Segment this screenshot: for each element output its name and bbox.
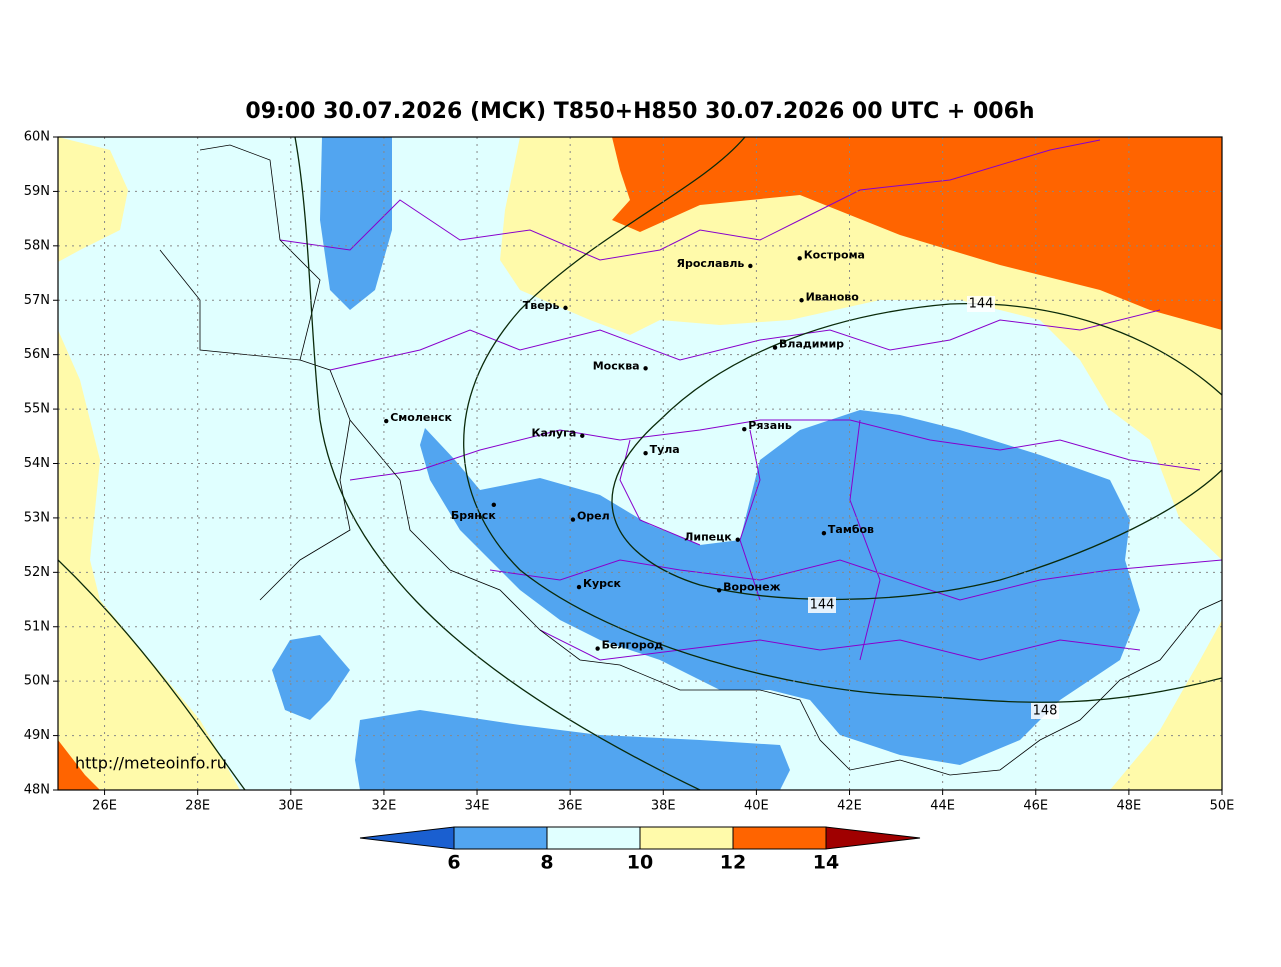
field-14 [58, 740, 100, 790]
colorbar-segment [639, 826, 734, 850]
city-label: Белгород [602, 639, 664, 652]
city-marker [643, 450, 648, 456]
lon-tick-label: 44E [930, 799, 955, 814]
lon-tick-label: 38E [651, 799, 676, 814]
lat-tick-label: 50N [24, 674, 50, 689]
city-marker [643, 366, 648, 371]
colorbar-segment [546, 826, 641, 850]
lon-tick-label: 40E [744, 799, 769, 814]
lat-tick-label: 53N [24, 510, 50, 525]
city-label: Липецк [684, 531, 732, 544]
city-label: Курск [583, 577, 622, 590]
lat-tick-label: 58N [24, 238, 50, 253]
colorbar-extend-high [825, 826, 921, 850]
city-marker [799, 298, 804, 303]
lon-tick-label: 28E [185, 799, 210, 814]
city-label: Рязань [748, 419, 792, 432]
city-marker [772, 345, 778, 350]
lat-tick-label: 51N [24, 619, 50, 634]
lat-tick-label: 54N [24, 456, 50, 471]
lat-tick-label: 55N [24, 402, 50, 417]
field-14 [612, 137, 1222, 330]
contour-label-bg [967, 296, 995, 312]
colorbar-segment [732, 826, 827, 850]
colorbar: 6 8 10 12 14 [359, 826, 921, 874]
lon-tick-label: 48E [1116, 799, 1141, 814]
lat-tick-label: 57N [24, 293, 50, 308]
city-label: Смоленск [390, 411, 452, 424]
contour-label-bg [1031, 703, 1059, 719]
watermark: http://meteoinfo.ru [75, 754, 227, 773]
contours [58, 137, 1222, 790]
city-marker [576, 584, 582, 590]
city-label: Орел [577, 510, 610, 523]
contour-label: 148 [1033, 704, 1058, 719]
contour-label: 144 [810, 598, 835, 613]
colorbar-segment [453, 826, 548, 850]
lat-tick-label: 48N [24, 783, 50, 798]
city-marker [797, 256, 802, 261]
field-8 [320, 137, 392, 310]
lat-tick-label: 49N [24, 728, 50, 743]
colorbar-tick-label: 12 [720, 852, 746, 874]
city-label: Тамбов [828, 523, 874, 536]
city-label: Кострома [804, 248, 865, 261]
field-8 [272, 635, 350, 720]
city-marker [563, 305, 568, 311]
field-8 [420, 410, 1140, 765]
graticule: 60N 59N 58N 57N 56N 55N 54N 53N 52N 51N 50N 49N 48N 2… [24, 130, 1235, 814]
city-label: Владимир [779, 338, 844, 351]
city-label: Тула [650, 443, 680, 456]
region-borders [279, 139, 1222, 661]
colorbar-tick-label: 6 [447, 852, 460, 874]
lon-tick-label: 32E [372, 799, 397, 814]
lon-tick-label: 34E [465, 799, 490, 814]
lon-tick-label: 50E [1210, 799, 1235, 814]
colorbar-tick-label: 14 [813, 852, 839, 874]
city-label: Ярославль [676, 257, 744, 270]
field-12 [58, 137, 128, 262]
city-label: Брянск [451, 509, 496, 522]
city-marker [742, 427, 747, 432]
lon-tick-label: 46E [1023, 799, 1048, 814]
contour-label: 144 [969, 297, 994, 312]
city-marker [748, 263, 753, 269]
lon-tick-label: 30E [278, 799, 303, 814]
city-marker [580, 433, 585, 438]
lat-tick-label: 52N [24, 565, 50, 580]
map-title: 09:00 30.07.2026 (МСК) T850+H850 30.07.2… [245, 99, 1034, 124]
map-frame [57, 136, 1223, 791]
lon-tick-label: 36E [558, 799, 583, 814]
city-marker [735, 537, 740, 542]
colorbar-tick-label: 10 [627, 852, 653, 874]
lat-tick-label: 59N [24, 184, 50, 199]
city-marker [595, 646, 600, 651]
city-marker [384, 418, 389, 424]
city-label: Калуга [531, 427, 576, 440]
city-label: Воронеж [723, 580, 780, 593]
city-marker [716, 588, 722, 593]
contour-label-bg [808, 597, 836, 613]
contour-labels: 144 144 148 [808, 296, 1059, 719]
lon-tick-label: 26E [92, 799, 117, 814]
cities: Ярославль Кострома Тверь Иваново Владимир Мос… [384, 248, 874, 652]
city-marker [821, 530, 827, 536]
field-8 [355, 710, 790, 790]
city-marker [491, 502, 497, 508]
city-marker [570, 517, 576, 522]
field-12 [1110, 620, 1222, 790]
lat-tick-label: 56N [24, 347, 50, 362]
field-12 [58, 560, 240, 790]
city-label: Москва [593, 359, 640, 372]
city-label: Иваново [806, 290, 860, 303]
city-label: Тверь [523, 299, 560, 312]
lat-tick-label: 60N [24, 130, 50, 145]
lon-tick-label: 42E [837, 799, 862, 814]
colorbar-tick-label: 8 [540, 852, 553, 874]
